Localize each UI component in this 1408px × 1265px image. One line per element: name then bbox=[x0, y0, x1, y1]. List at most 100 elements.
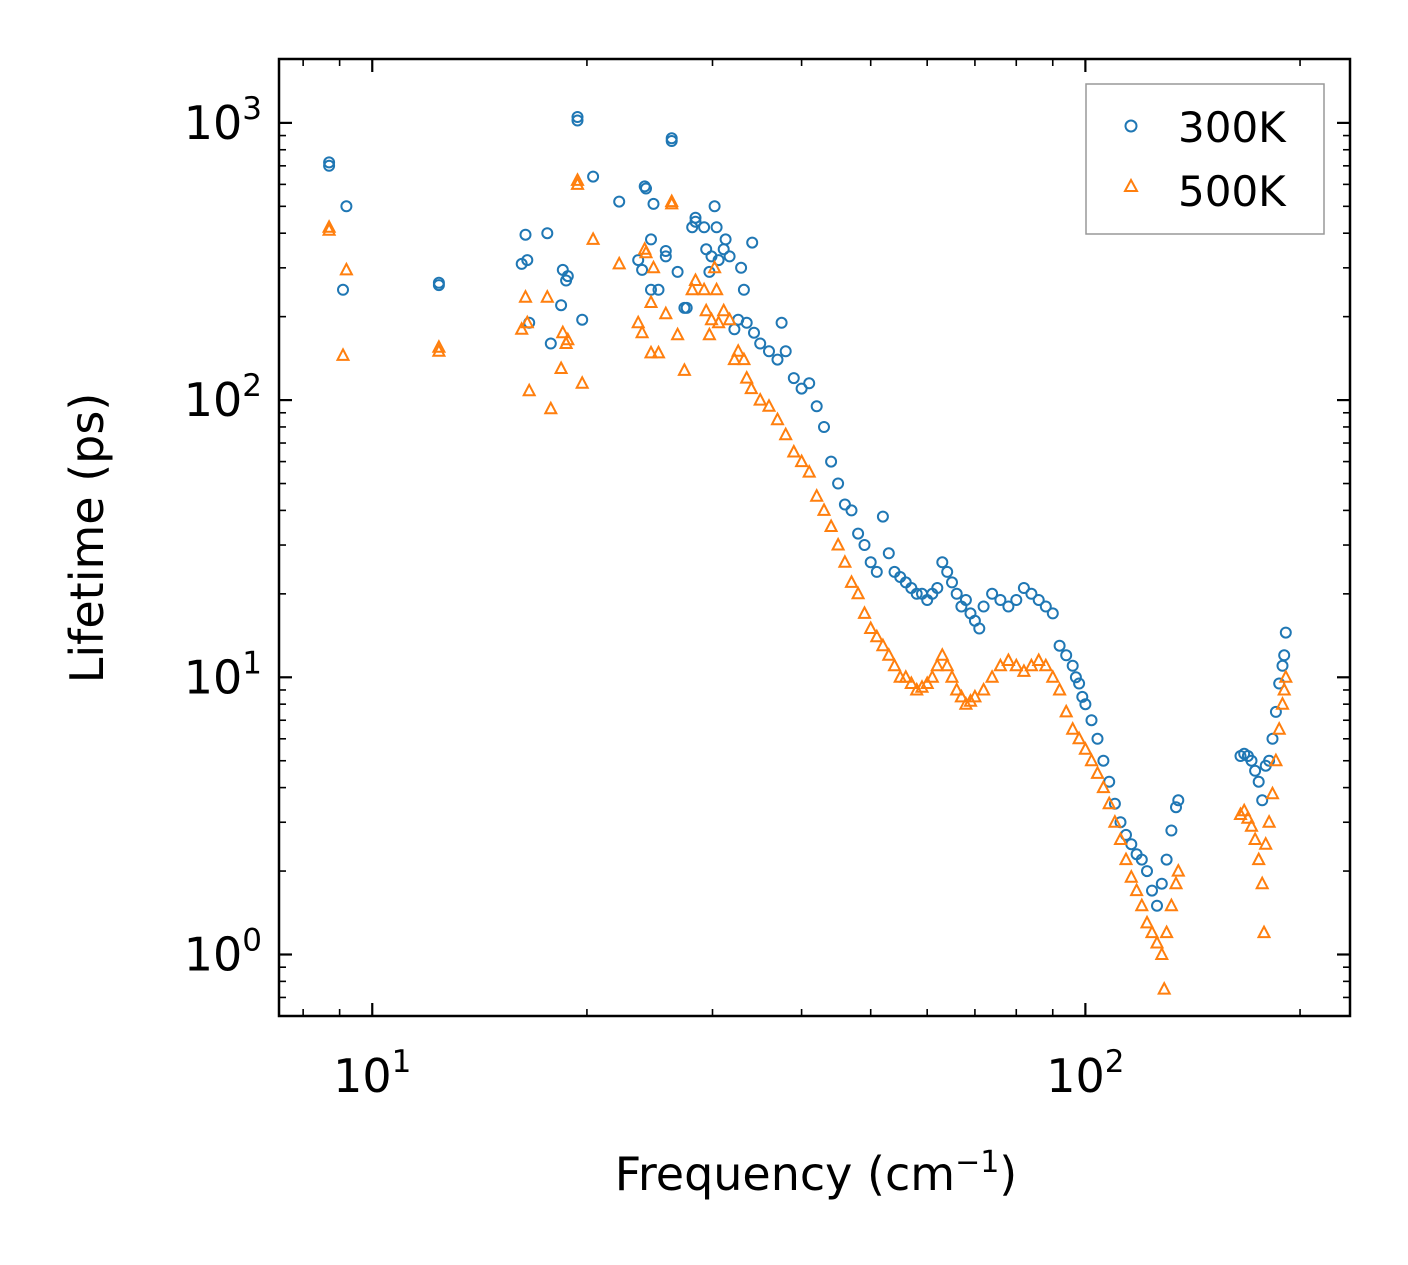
data-point-300k bbox=[636, 263, 649, 276]
data-point-500k bbox=[830, 536, 846, 551]
data-point-500k bbox=[643, 294, 659, 308]
data-point-500k bbox=[954, 688, 969, 703]
data-point-300k bbox=[544, 337, 557, 350]
data-point-500k bbox=[638, 244, 654, 259]
data-point-500k bbox=[522, 382, 537, 397]
data-point-500k bbox=[1118, 851, 1134, 866]
data-point-300k bbox=[1091, 732, 1104, 745]
data-point-500k bbox=[1045, 669, 1060, 683]
data-point-500k bbox=[1144, 924, 1160, 939]
data-point-300k bbox=[1269, 705, 1282, 718]
data-point-300k bbox=[1249, 764, 1262, 777]
data-point-500k bbox=[944, 669, 960, 683]
x-tick-label: 102 bbox=[1046, 1044, 1124, 1103]
data-point-500k bbox=[935, 647, 950, 661]
data-point-300k bbox=[576, 313, 589, 326]
legend-marker-500k bbox=[1123, 177, 1139, 192]
data-point-300k bbox=[1002, 600, 1015, 613]
data-point-500k bbox=[1256, 924, 1272, 939]
data-point-300k bbox=[746, 236, 759, 249]
data-point-500k bbox=[704, 311, 719, 326]
data-point-500k bbox=[1096, 779, 1111, 794]
data-point-300k bbox=[748, 326, 760, 339]
data-point-500k bbox=[670, 326, 685, 341]
data-point-500k bbox=[761, 398, 777, 412]
data-point-300k bbox=[845, 504, 858, 517]
data-point-500k bbox=[321, 222, 337, 236]
data-point-300k bbox=[571, 111, 584, 123]
data-point-500k bbox=[887, 657, 902, 672]
legend-label-500k: 500K bbox=[1178, 167, 1287, 216]
data-point-300k bbox=[652, 283, 665, 296]
data-point-500k bbox=[753, 391, 768, 406]
data-point-500k bbox=[514, 321, 529, 335]
data-point-300k bbox=[323, 156, 336, 169]
data-point-300k bbox=[994, 594, 1007, 606]
data-point-300k bbox=[1066, 659, 1079, 672]
data-point-300k bbox=[737, 283, 750, 296]
data-point-500k bbox=[716, 302, 731, 317]
data-point-300k bbox=[838, 498, 851, 511]
data-point-500k bbox=[1171, 862, 1186, 877]
data-point-300k bbox=[1172, 794, 1185, 807]
data-point-500k bbox=[967, 688, 983, 703]
data-point-500k bbox=[1031, 652, 1046, 666]
data-point-300k bbox=[698, 221, 711, 234]
data-point-300k bbox=[803, 377, 816, 390]
data-point-500k bbox=[731, 343, 746, 357]
data-point-500k bbox=[863, 620, 878, 634]
data-point-500k bbox=[699, 302, 714, 317]
data-point-300k bbox=[710, 221, 723, 234]
data-point-500k bbox=[850, 585, 866, 600]
data-point-500k bbox=[816, 502, 832, 516]
data-point-500k bbox=[1164, 897, 1179, 912]
data-point-500k bbox=[646, 259, 661, 274]
data-point-300k bbox=[825, 455, 838, 468]
data-point-300k bbox=[1266, 732, 1279, 745]
data-point-500k bbox=[1065, 721, 1080, 735]
data-point-500k bbox=[1261, 814, 1277, 828]
data-point-500k bbox=[744, 380, 759, 395]
data-point-500k bbox=[1278, 669, 1293, 683]
data-point-500k bbox=[634, 324, 650, 339]
data-point-500k bbox=[651, 344, 666, 359]
data-point-500k bbox=[1059, 703, 1074, 718]
y-tick-label: 103 bbox=[184, 91, 262, 150]
data-point-300k bbox=[665, 135, 678, 147]
data-point-300k bbox=[1252, 775, 1265, 788]
data-point-300k bbox=[946, 576, 958, 589]
data-point-300k bbox=[1279, 626, 1292, 639]
data-point-500k bbox=[1071, 730, 1087, 745]
data-point-500k bbox=[909, 681, 924, 696]
data-point-300k bbox=[555, 299, 568, 312]
data-point-300k bbox=[519, 228, 532, 241]
data-point-300k bbox=[712, 254, 725, 267]
data-point-300k bbox=[1079, 698, 1092, 711]
series-500k bbox=[321, 172, 1293, 995]
data-point-300k bbox=[810, 400, 823, 413]
data-point-500k bbox=[575, 375, 590, 389]
data-point-500k bbox=[1268, 752, 1284, 767]
data-point-500k bbox=[898, 669, 913, 683]
data-point-300k bbox=[671, 265, 684, 278]
data-point-300k bbox=[950, 587, 963, 600]
data-point-500k bbox=[1009, 657, 1024, 672]
data-point-300k bbox=[1256, 794, 1269, 807]
data-point-500k bbox=[823, 518, 839, 532]
data-point-300k bbox=[1053, 639, 1066, 652]
data-point-300k bbox=[719, 233, 732, 246]
data-point-500k bbox=[631, 314, 646, 329]
data-point-500k bbox=[540, 289, 555, 303]
data-point-300k bbox=[1032, 594, 1045, 606]
x-axis-label-base: Frequency (cm bbox=[615, 1147, 955, 1201]
y-tick-label: 100 bbox=[184, 923, 262, 982]
data-point-300k bbox=[910, 587, 923, 600]
data-point-300k bbox=[337, 283, 349, 296]
data-point-500k bbox=[770, 411, 785, 426]
data-point-300k bbox=[1160, 853, 1173, 866]
data-point-300k bbox=[689, 215, 702, 228]
data-point-500k bbox=[925, 669, 940, 683]
data-point-300k bbox=[1146, 884, 1158, 897]
data-point-500k bbox=[904, 675, 919, 689]
